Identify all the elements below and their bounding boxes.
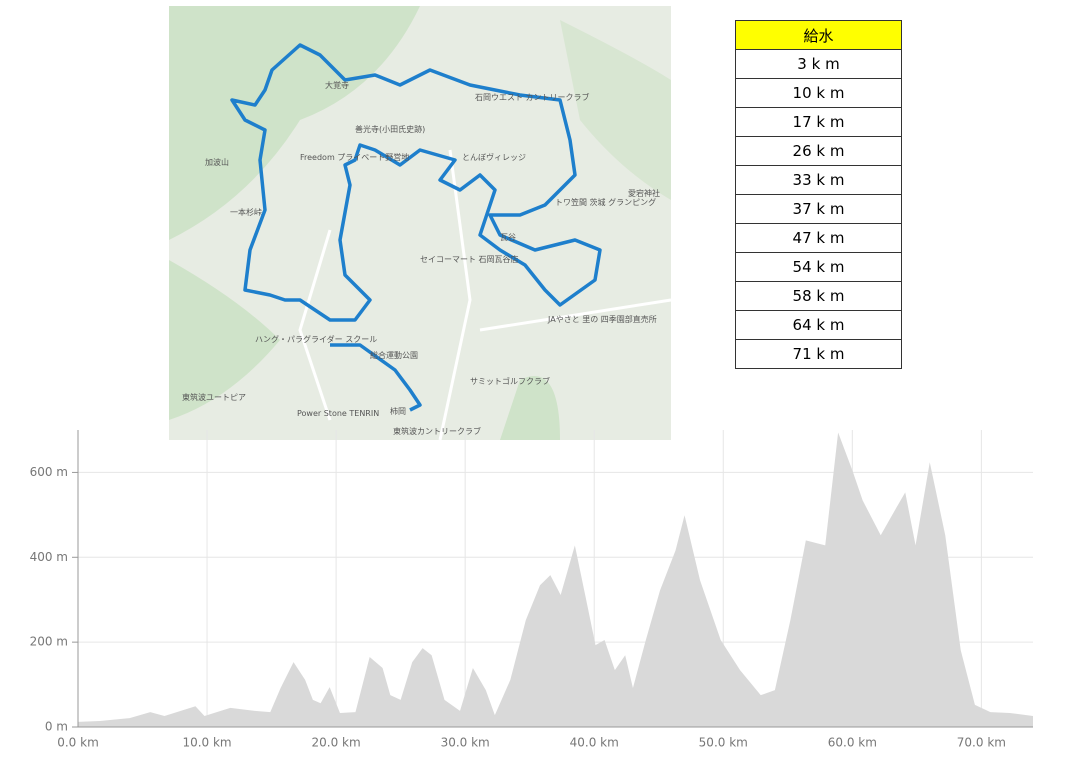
map-label: 一本杉峠 xyxy=(230,207,262,217)
x-tick-label: 0.0 km xyxy=(57,736,99,750)
map-forest xyxy=(169,260,280,420)
x-tick-label: 20.0 km xyxy=(312,736,361,750)
x-tick-label: 30.0 km xyxy=(441,736,490,750)
y-tick-label: 200 m xyxy=(30,635,68,649)
table-cell: 33 k m xyxy=(735,165,902,195)
map-label: 東筑波カントリークラブ xyxy=(393,426,481,436)
map-label: トワ笠間 茨城 グランピング xyxy=(555,197,656,207)
map-label: JAやさと 里の 四季園部直売所 xyxy=(547,314,657,324)
map-route xyxy=(230,43,602,412)
table-cell: 37 k m xyxy=(735,194,902,224)
table-cell: 3 k m xyxy=(735,49,902,79)
x-tick-label: 70.0 km xyxy=(957,736,1006,750)
elevation-area xyxy=(78,432,1033,727)
map-label: 瓦谷 xyxy=(500,233,516,242)
map-label: 大覚寺 xyxy=(325,80,349,90)
map-label: 善光寺(小田氏史跡) xyxy=(355,124,425,134)
map-label: 柿岡 xyxy=(390,406,406,416)
map-label: 加波山 xyxy=(205,157,229,167)
map-label: 愛宕神社 xyxy=(628,188,660,198)
x-tick-label: 40.0 km xyxy=(570,736,619,750)
table-cell: 71 k m xyxy=(735,339,902,369)
map-label: 石岡ウエスト カントリークラブ xyxy=(475,92,590,102)
map-label: 総合運動公園 xyxy=(370,350,418,360)
map-label: サミットゴルフクラブ xyxy=(470,376,550,386)
map-forest xyxy=(560,20,671,200)
map-label: Freedom プライベート野営地 xyxy=(300,152,409,162)
table-cell: 54 k m xyxy=(735,252,902,282)
map-label: 東筑波ユートピア xyxy=(182,392,246,402)
table-cell: 17 k m xyxy=(735,107,902,137)
map-forest xyxy=(169,6,420,240)
map-label: とんぼヴィレッジ xyxy=(462,152,526,162)
y-tick-label: 600 m xyxy=(30,465,68,479)
table-cell: 47 k m xyxy=(735,223,902,253)
table-cell: 58 k m xyxy=(735,281,902,311)
table-cell: 10 k m xyxy=(735,78,902,108)
map-road xyxy=(298,149,672,441)
x-tick-label: 10.0 km xyxy=(182,736,231,750)
table-cell: 64 k m xyxy=(735,310,902,340)
map-label: セイコーマート 石岡瓦谷店 xyxy=(420,254,519,264)
map-label: ハング・パラグライダー スクール xyxy=(255,334,377,344)
supply-table: 給水 3 k m 10 k m 17 k m 26 k m 33 k m 37 k m 47… xyxy=(735,20,902,369)
x-tick-label: 50.0 km xyxy=(699,736,748,750)
map-forest xyxy=(500,376,560,440)
x-tick-label: 60.0 km xyxy=(828,736,877,750)
table-cell: 26 k m xyxy=(735,136,902,166)
map-label: Power Stone TENRIN xyxy=(297,409,379,418)
y-tick-label: 400 m xyxy=(30,550,68,564)
table-header: 給水 xyxy=(735,20,902,50)
y-tick-label: 0 m xyxy=(45,720,68,734)
